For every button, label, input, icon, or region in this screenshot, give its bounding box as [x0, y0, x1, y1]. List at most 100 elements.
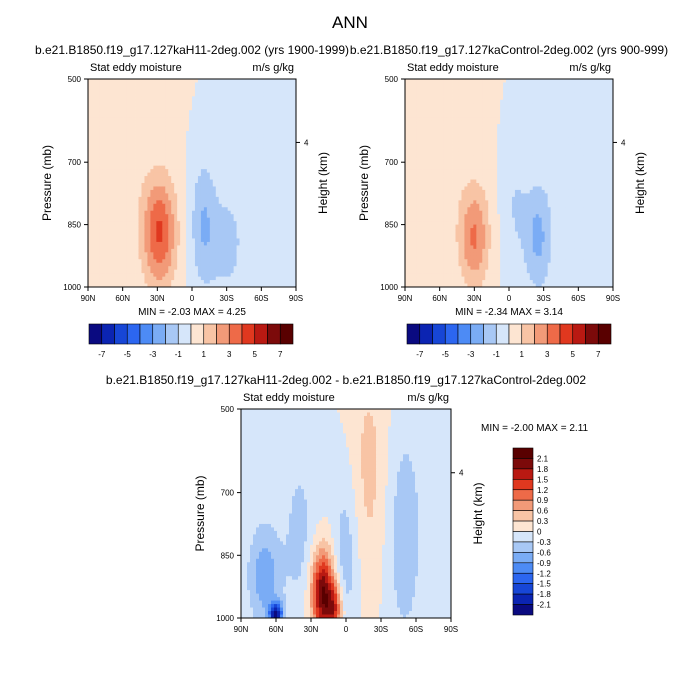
heatmap-cell [529, 103, 534, 108]
heatmap-cell [123, 266, 128, 271]
heatmap-cell [144, 269, 148, 274]
heatmap-cell [209, 283, 214, 288]
heatmap-cell [129, 186, 133, 191]
x-tick-label: 90S [289, 294, 303, 303]
heatmap-cell [236, 165, 240, 170]
heatmap-cell [192, 228, 196, 232]
heatmap-cell [117, 252, 122, 257]
heatmap-cell [174, 165, 178, 170]
heatmap-cell [473, 106, 477, 111]
x-tick-label: 60N [115, 294, 130, 303]
heatmap-cell [405, 92, 409, 97]
heatmap-cell [102, 151, 107, 156]
heatmap-cell [183, 241, 187, 246]
heatmap-cell [242, 120, 246, 125]
heatmap-cell [511, 99, 516, 104]
heatmap-cell [517, 110, 522, 115]
heatmap-cell [281, 79, 285, 83]
heatmap-cell [428, 92, 433, 97]
heatmap-cell [254, 148, 258, 153]
heatmap-cell [156, 183, 160, 187]
heatmap-cell [105, 262, 110, 267]
heatmap-cell [278, 99, 282, 104]
heatmap-cell [153, 248, 157, 253]
heatmap-cell [281, 203, 285, 208]
heatmap-cell [168, 103, 172, 108]
heatmap-cell [239, 252, 243, 257]
heatmap-cell [129, 99, 133, 104]
heatmap-cell [269, 189, 273, 194]
heatmap-cell [192, 148, 196, 153]
heatmap-cell [209, 117, 214, 121]
heatmap-cell [601, 99, 605, 104]
heatmap-cell [108, 248, 113, 253]
heatmap-cell [425, 96, 430, 101]
heatmap-cell [88, 255, 92, 260]
heatmap-cell [147, 155, 151, 160]
heatmap-cell [200, 241, 205, 246]
heatmap-cell [538, 103, 543, 108]
heatmap-cell [96, 207, 101, 212]
heatmap-cell [88, 158, 92, 163]
heatmap-cell [257, 151, 261, 156]
heatmap-cell [269, 200, 273, 205]
heatmap-cell [88, 79, 92, 83]
heatmap-cell [272, 203, 276, 208]
heatmap-cell [233, 262, 237, 267]
heatmap-cell [165, 110, 169, 115]
heatmap-cell [269, 217, 273, 222]
heatmap-cell [290, 280, 294, 284]
heatmap-cell [263, 283, 267, 288]
heatmap-cell [105, 144, 110, 149]
heatmap-cell [123, 203, 128, 208]
heatmap-cell [206, 228, 211, 232]
heatmap-cell [293, 280, 297, 284]
heatmap-cell [497, 103, 501, 108]
heatmap-cell [90, 203, 95, 208]
heatmap-cell [174, 103, 178, 108]
heatmap-cell [144, 113, 148, 118]
heatmap-cell [592, 79, 596, 83]
heatmap-cell [571, 96, 575, 101]
heatmap-cell [221, 134, 226, 139]
heatmap-cell [467, 106, 471, 111]
heatmap-cell [422, 82, 427, 87]
heatmap-cell [215, 259, 220, 264]
heatmap-cell [287, 224, 291, 229]
heatmap-cell [99, 172, 104, 177]
heatmap-cell [272, 238, 276, 243]
heatmap-cell [224, 162, 229, 167]
heatmap-cell [287, 172, 291, 177]
heatmap-cell [275, 252, 279, 257]
heatmap-cell [159, 124, 163, 128]
heatmap-cell [144, 82, 148, 87]
heatmap-cell [227, 214, 232, 219]
heatmap-cell [407, 85, 412, 90]
heatmap-cell [242, 144, 246, 149]
heatmap-cell [147, 144, 151, 149]
heatmap-cell [123, 207, 128, 212]
heatmap-cell [473, 79, 477, 83]
heatmap-cell [236, 89, 240, 94]
heatmap-cell [105, 148, 110, 153]
heatmap-cell [189, 221, 193, 225]
heatmap-cell [266, 203, 270, 208]
heatmap-cell [177, 131, 181, 135]
heatmap-cell [174, 207, 178, 212]
heatmap-cell [461, 113, 465, 118]
heatmap-cell [416, 82, 421, 87]
heatmap-cell [215, 235, 220, 239]
heatmap-cell [111, 262, 116, 267]
heatmap-cell [209, 280, 214, 284]
heatmap-cell [251, 134, 255, 139]
heatmap-cell [473, 96, 477, 101]
heatmap-cell [212, 165, 217, 170]
heatmap-cell [218, 207, 223, 212]
heatmap-cell [88, 189, 92, 194]
heatmap-cell [135, 241, 139, 246]
heatmap-cell [209, 158, 214, 163]
heatmap-cell [446, 103, 450, 108]
heatmap-cell [111, 162, 116, 167]
heatmap-cell [221, 155, 226, 160]
heatmap-cell [509, 96, 513, 101]
